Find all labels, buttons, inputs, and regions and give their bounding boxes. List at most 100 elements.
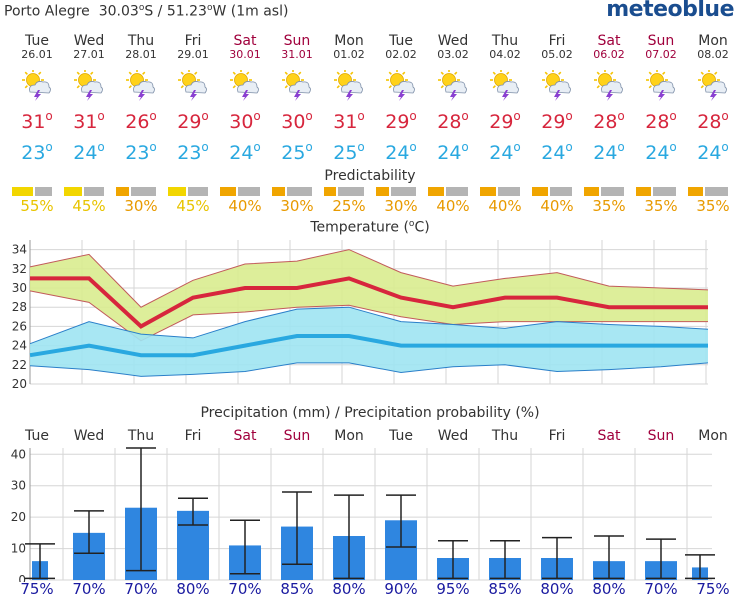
max-temperature-value: 29 bbox=[489, 111, 514, 133]
precip-probability-value: 80 bbox=[540, 580, 560, 598]
min-temperature: 24o bbox=[375, 140, 427, 164]
percent-sign: % bbox=[195, 580, 210, 598]
degree-sign: o bbox=[565, 140, 573, 154]
day-date: 08.02 bbox=[697, 48, 729, 61]
predictability-value: 40 bbox=[228, 197, 248, 215]
predictability-bar bbox=[688, 187, 728, 196]
predictability-value: 30 bbox=[124, 197, 144, 215]
precip-day-label: Tue bbox=[389, 428, 413, 444]
max-temperature: 29o bbox=[375, 109, 427, 133]
latitude-dir: S bbox=[144, 3, 154, 20]
thunderstorm-icon bbox=[698, 70, 727, 101]
thunderstorm-icon bbox=[646, 70, 675, 101]
predictability-rest bbox=[84, 187, 104, 196]
day-date: 01.02 bbox=[333, 48, 365, 61]
degree-sign: o bbox=[721, 140, 729, 154]
precip-probability: 70% bbox=[63, 580, 115, 598]
thunderstorm-icon bbox=[490, 70, 519, 101]
precip-probability: 90% bbox=[375, 580, 427, 598]
latitude-degree: o bbox=[138, 3, 145, 13]
day-header: Thu 04.02 bbox=[479, 34, 531, 61]
day-name: Sun bbox=[283, 33, 311, 49]
min-temperature-value: 24 bbox=[437, 142, 462, 164]
max-temp-line bbox=[30, 276, 708, 329]
percent-sign: % bbox=[143, 580, 158, 598]
precip-probability-value: 70 bbox=[644, 580, 664, 598]
day-date: 02.02 bbox=[385, 48, 417, 61]
degree-sign: o bbox=[97, 140, 105, 154]
predictability-percent: 35% bbox=[583, 197, 635, 215]
min-temperature: 25o bbox=[271, 140, 323, 164]
meteoblue-logo[interactable]: meteoblue bbox=[606, 0, 734, 22]
precip-probability: 80% bbox=[167, 580, 219, 598]
predictability-rest bbox=[391, 187, 416, 196]
percent-sign: % bbox=[663, 197, 678, 215]
day-header: Fri 05.02 bbox=[531, 34, 583, 61]
max-temperature: 28o bbox=[635, 109, 687, 133]
day-name: Wed bbox=[437, 33, 469, 49]
min-temperature: 24o bbox=[635, 140, 687, 164]
predictability-bar bbox=[220, 187, 260, 196]
percent-sign: % bbox=[351, 197, 366, 215]
min-temperature: 24o bbox=[479, 140, 531, 164]
predictability-fill bbox=[688, 187, 703, 196]
degree-sign: o bbox=[461, 140, 469, 154]
max-temperature: 30o bbox=[219, 109, 271, 133]
predictability-bar bbox=[480, 187, 520, 196]
precip-probability-value: 75 bbox=[696, 580, 716, 598]
coord-separator: / bbox=[157, 3, 163, 20]
degree-sign: o bbox=[721, 109, 729, 123]
precip-probability: 80% bbox=[323, 580, 375, 598]
min-temperature-value: 23 bbox=[177, 142, 202, 164]
max-temperature: 26o bbox=[115, 109, 167, 133]
predictability-rest bbox=[498, 187, 520, 196]
degree-sign: o bbox=[617, 109, 625, 123]
max-temperature-value: 28 bbox=[645, 111, 670, 133]
location-name: Porto Alegre bbox=[4, 3, 90, 20]
day-header: Sun 31.01 bbox=[271, 34, 323, 61]
max-temperature: 29o bbox=[531, 109, 583, 133]
day-name: Tue bbox=[25, 33, 49, 49]
predictability-fill bbox=[272, 187, 285, 196]
temperature-title: Temperature (oC) bbox=[0, 219, 740, 236]
thunderstorm-icon bbox=[230, 70, 259, 101]
predictability-percent: 25% bbox=[323, 197, 375, 215]
predictability-rest bbox=[601, 187, 624, 196]
predictability-percent: 30% bbox=[375, 197, 427, 215]
predictability-rest bbox=[653, 187, 676, 196]
precipitation-chart: 0 10 20 30 40 bbox=[11, 447, 715, 582]
percent-sign: % bbox=[455, 197, 470, 215]
percent-sign: % bbox=[403, 580, 418, 598]
max-temperature-value: 31 bbox=[21, 111, 46, 133]
min-temperature: 24o bbox=[531, 140, 583, 164]
precip-probability-value: 80 bbox=[176, 580, 196, 598]
temp-y-tick: 24 bbox=[12, 339, 27, 353]
percent-sign: % bbox=[715, 197, 730, 215]
precip-day-label: Mon bbox=[698, 428, 728, 444]
percent-sign: % bbox=[39, 197, 54, 215]
predictability-percent: 45% bbox=[167, 197, 219, 215]
day-date: 06.02 bbox=[593, 48, 625, 61]
precip-probability: 75% bbox=[11, 580, 63, 598]
day-date: 05.02 bbox=[541, 48, 573, 61]
max-temperature-value: 30 bbox=[229, 111, 254, 133]
degree-sign: o bbox=[617, 140, 625, 154]
day-name: Mon bbox=[698, 33, 728, 49]
precip-probability: 80% bbox=[531, 580, 583, 598]
predictability-fill bbox=[376, 187, 389, 196]
day-name: Sat bbox=[233, 33, 257, 49]
max-temperature-value: 28 bbox=[437, 111, 462, 133]
min-temperature-value: 24 bbox=[541, 142, 566, 164]
day-header: Wed 27.01 bbox=[63, 34, 115, 61]
precip-y-tick: 10 bbox=[11, 542, 26, 556]
predictability-bar bbox=[168, 187, 208, 196]
percent-sign: % bbox=[455, 580, 470, 598]
temperature-chart: 20 22 24 26 28 30 32 34 bbox=[12, 240, 709, 391]
percent-sign: % bbox=[299, 197, 314, 215]
percent-sign: % bbox=[91, 580, 106, 598]
predictability-rest bbox=[35, 187, 52, 196]
predictability-rest bbox=[446, 187, 468, 196]
precip-probability: 95% bbox=[427, 580, 479, 598]
precip-probability: 80% bbox=[583, 580, 635, 598]
predictability-percent: 35% bbox=[635, 197, 687, 215]
